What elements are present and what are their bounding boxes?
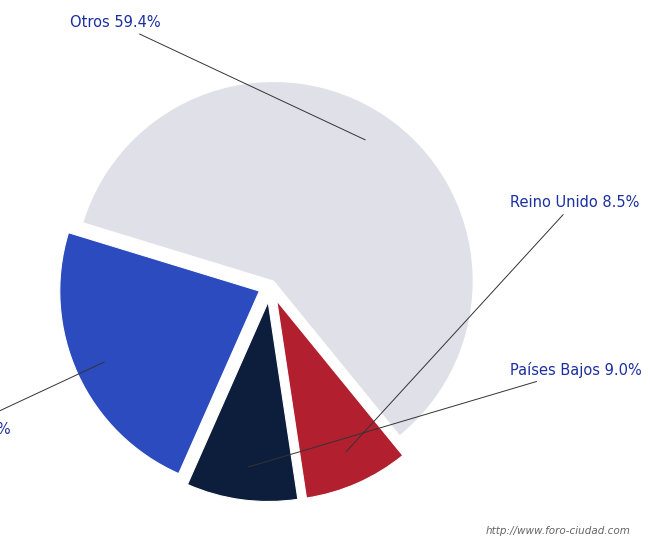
Text: http://www.foro-ciudad.com: http://www.foro-ciudad.com <box>486 526 630 536</box>
Text: Reino Unido 8.5%: Reino Unido 8.5% <box>346 195 639 452</box>
Text: Países Bajos 9.0%: Países Bajos 9.0% <box>248 362 642 467</box>
Text: Castellet i la Gornal - Turistas extranjeros según país - Abril de 2024: Castellet i la Gornal - Turistas extranj… <box>75 21 575 37</box>
Text: Otros 59.4%: Otros 59.4% <box>70 15 365 140</box>
Wedge shape <box>60 233 259 474</box>
Wedge shape <box>277 301 403 498</box>
Wedge shape <box>83 81 473 436</box>
Text: Francia 23.1%: Francia 23.1% <box>0 362 104 437</box>
Wedge shape <box>187 302 298 502</box>
